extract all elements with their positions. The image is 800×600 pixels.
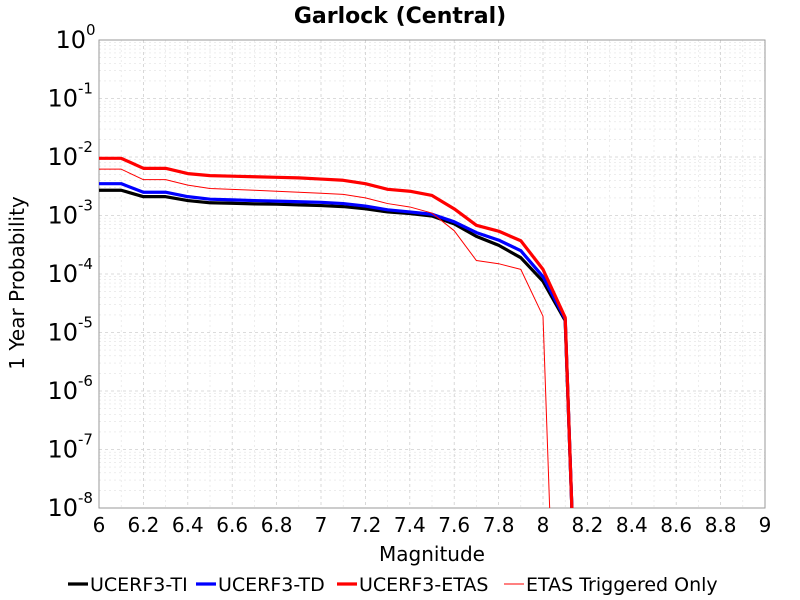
x-tick-label: 8.6: [660, 513, 692, 537]
series-line-ucerf3-td: [99, 182, 574, 509]
x-axis-label: Magnitude: [379, 542, 485, 566]
y-tick-exponent: -7: [78, 431, 93, 449]
y-tick-label: 10: [47, 436, 78, 464]
x-tick-label: 6.6: [216, 513, 248, 537]
y-tick-exponent: -5: [78, 314, 93, 332]
y-tick-label: 10: [47, 85, 78, 113]
x-tick-label: 7.6: [438, 513, 470, 537]
x-tick-label: 8.4: [616, 513, 648, 537]
x-tick-label: 8: [537, 513, 550, 537]
x-tick-label: 6.4: [172, 513, 204, 537]
plot-area-frame: [98, 39, 766, 509]
x-tick-label: 7: [315, 513, 328, 537]
x-tick-label: 7.2: [349, 513, 381, 537]
y-tick-exponent: -4: [78, 255, 93, 273]
x-tick-labels: 6 6.2 6.4 6.6 6.8 7 7.2 7.4 7.6 7.8 8 8.2 8.4 8.6 8.8 9: [93, 513, 772, 537]
x-tick-label: 7.8: [483, 513, 515, 537]
y-tick-exponent: -8: [78, 489, 93, 507]
y-tick-label: 10: [47, 202, 78, 230]
legend-label: UCERF3-TD: [218, 574, 325, 596]
y-tick-exponent: -3: [78, 197, 93, 215]
legend: UCERF3-TI UCERF3-TD UCERF3-ETAS ETAS Trigge…: [68, 574, 718, 596]
legend-label: UCERF3-TI: [90, 574, 188, 596]
x-tick-label: 6.2: [127, 513, 159, 537]
series-line-ucerf3-ti: [99, 188, 574, 509]
x-tick-label: 6: [93, 513, 106, 537]
y-tick-exponent: -1: [78, 80, 93, 98]
x-tick-label: 8.8: [705, 513, 737, 537]
x-tick-label: 8.2: [571, 513, 603, 537]
chart-title: Garlock (Central): [294, 4, 506, 29]
x-tick-label: 7.4: [394, 513, 426, 537]
y-tick-label: 10: [47, 494, 78, 522]
y-tick-label: 10: [47, 260, 78, 288]
y-tick-label: 10: [47, 143, 78, 171]
series-group: [99, 156, 574, 509]
legend-label: ETAS Triggered Only: [526, 574, 718, 596]
y-tick-label: 10: [47, 377, 78, 405]
y-tick-exponent: -6: [78, 372, 93, 390]
x-tick-label: 9: [759, 513, 772, 537]
series-line-etas-triggered-only: [99, 168, 551, 509]
y-axis-label: 1 Year Probability: [5, 196, 29, 370]
y-tick-label: 10: [55, 26, 86, 54]
x-tick-label: 6.8: [261, 513, 293, 537]
legend-label: UCERF3-ETAS: [359, 574, 488, 596]
y-tick-exponent: 0: [86, 21, 96, 39]
y-tick-label: 10: [47, 319, 78, 347]
series-line-ucerf3-etas: [99, 156, 574, 509]
grid: [98, 39, 766, 509]
y-tick-exponent: -2: [78, 138, 93, 156]
